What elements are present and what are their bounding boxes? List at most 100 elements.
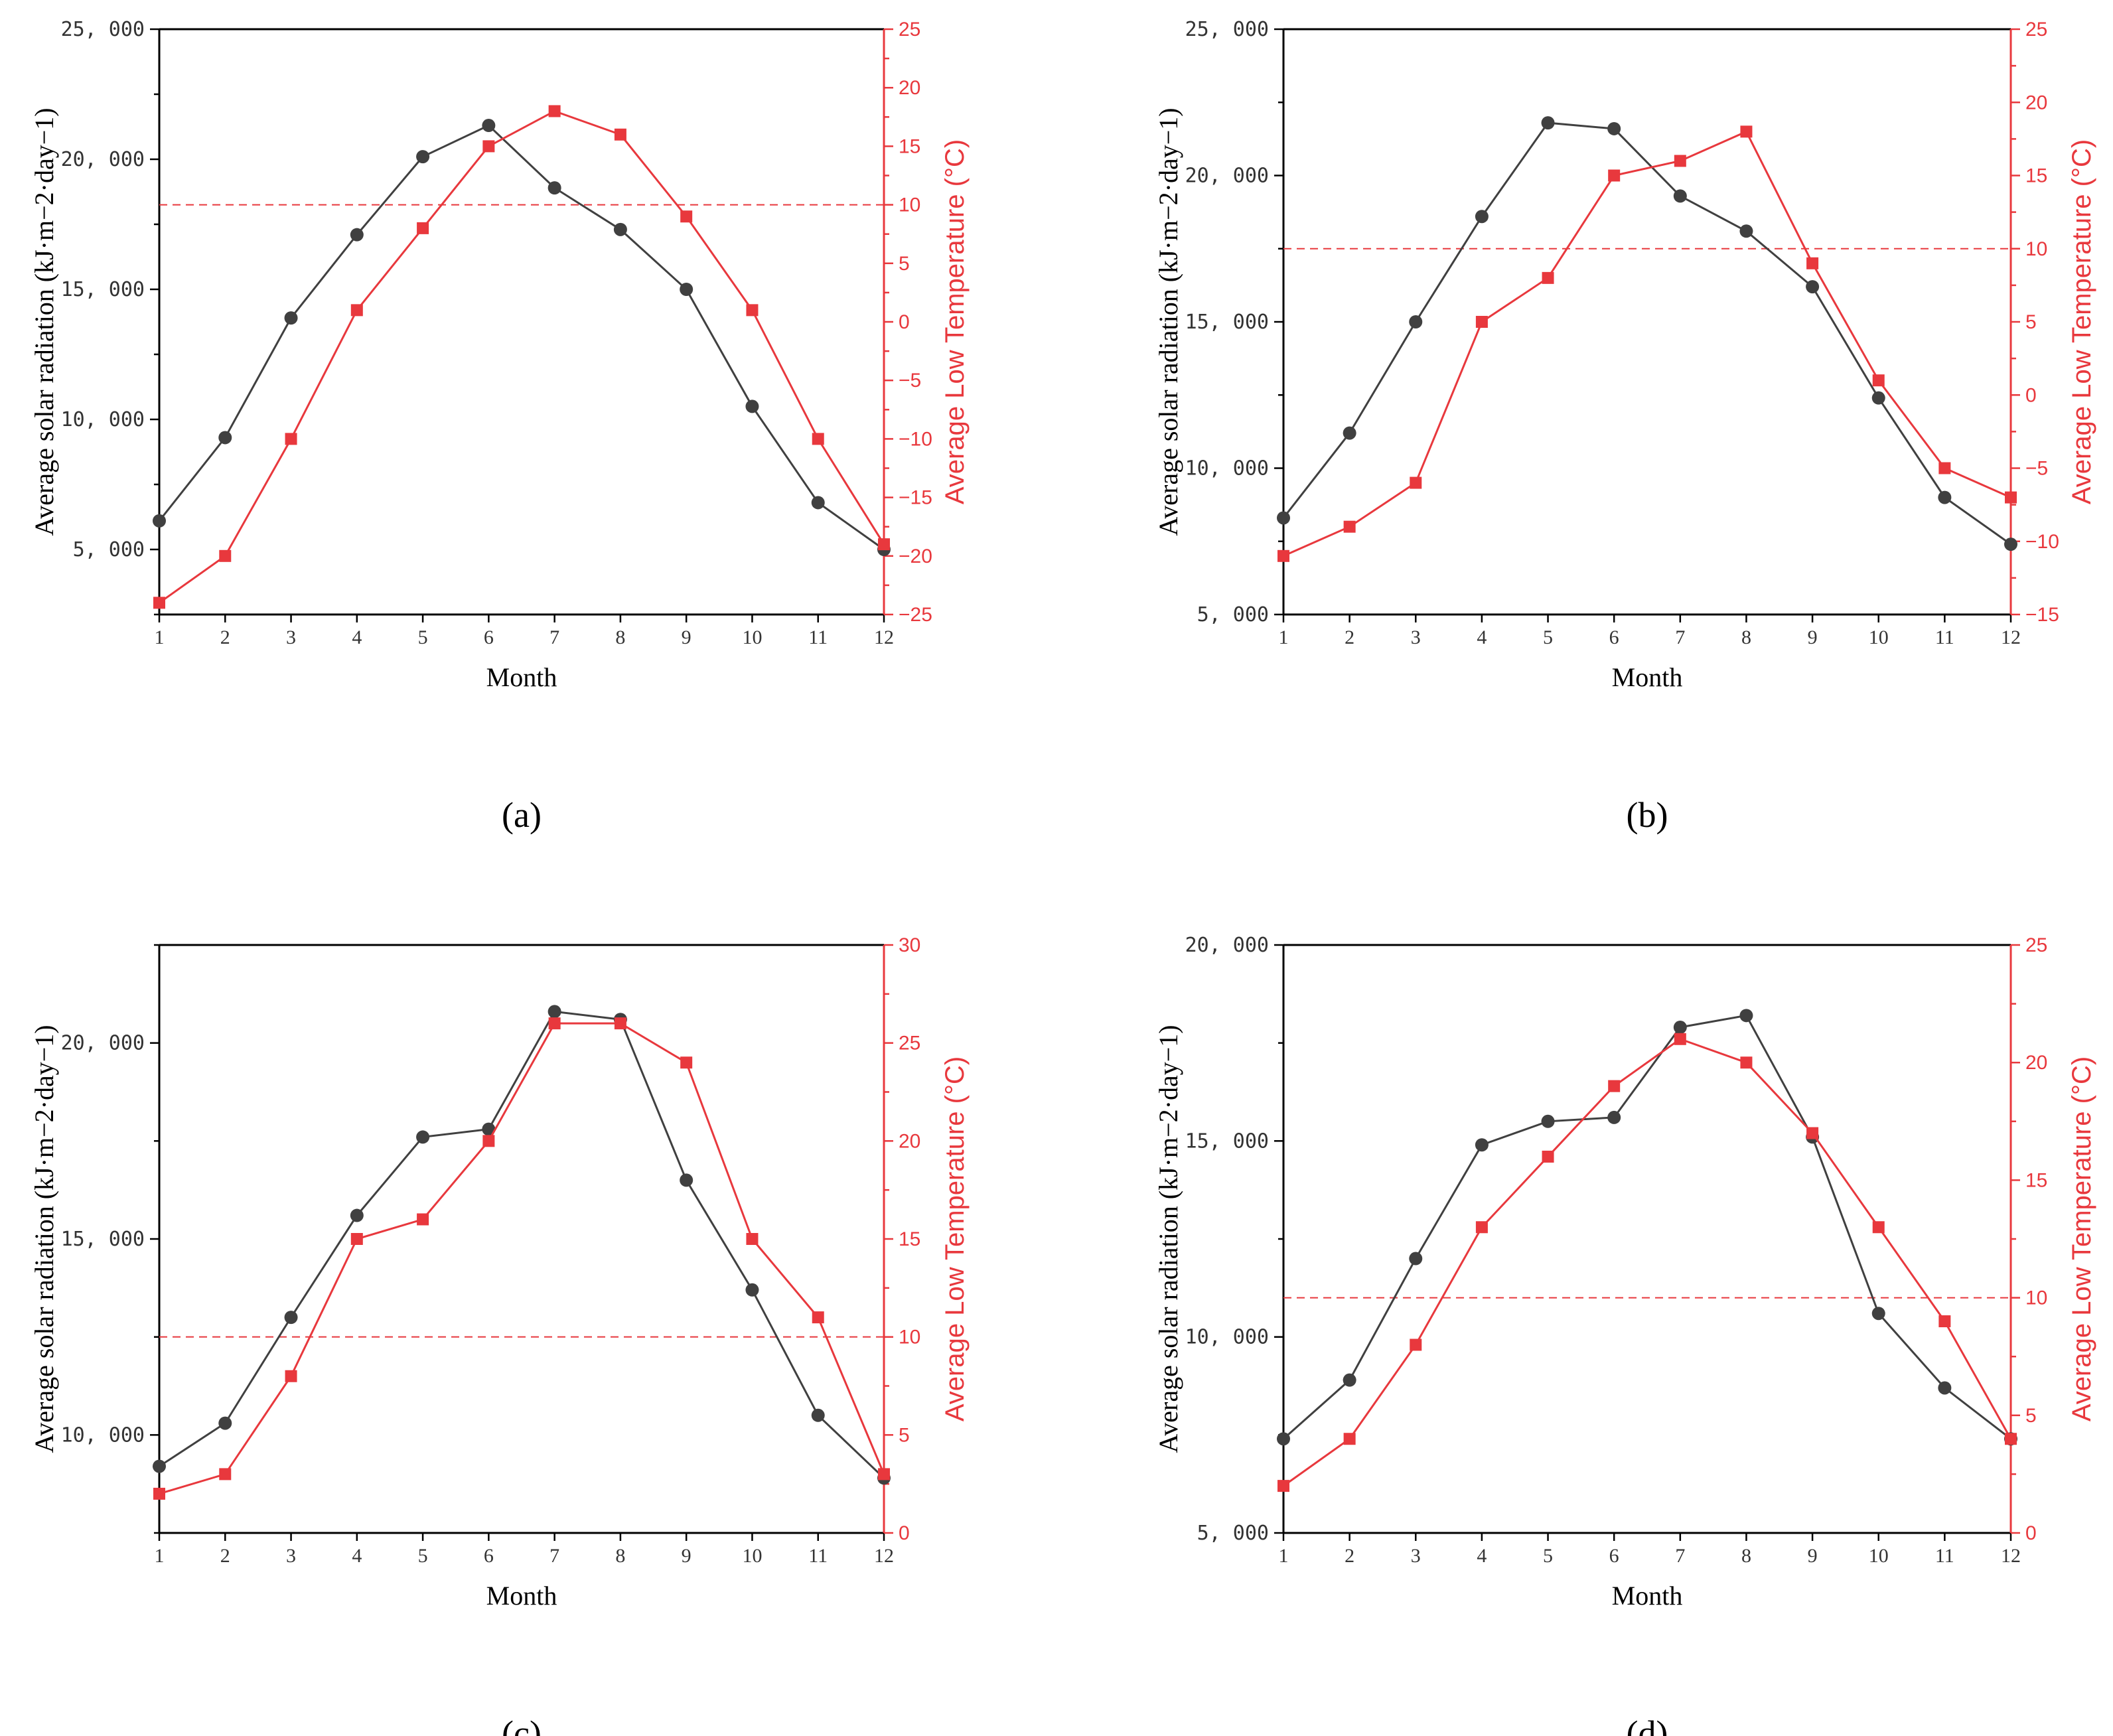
y2-tick-label: −15	[2025, 604, 2059, 626]
y-tick-label: 15, 000	[1185, 311, 1269, 334]
y2-tick-label: −25	[899, 604, 932, 626]
x-axis-label: Month	[486, 1581, 557, 1611]
y2-tick-label: −20	[899, 545, 932, 567]
radiation-point	[1409, 1252, 1423, 1266]
x-tick-label: 2	[220, 1545, 230, 1567]
panel-label: (b)	[1627, 795, 1668, 835]
temperature-point	[285, 433, 297, 445]
radiation-point	[1277, 1432, 1290, 1446]
temperature-point	[548, 1017, 561, 1030]
y-tick-label: 20, 000	[1185, 165, 1269, 188]
y-axis-label: Average solar radiation (kJ·m−2·day−1)	[1153, 1025, 1183, 1453]
radiation-point	[2004, 538, 2017, 551]
y-tick-label: 25, 000	[61, 18, 145, 41]
radiation-point	[547, 181, 561, 195]
temperature-point	[1740, 125, 1753, 138]
radiation-point	[1343, 1373, 1356, 1387]
y2-tick-label: 25	[899, 19, 920, 40]
temperature-point	[878, 538, 890, 551]
y2-tick-label: −10	[899, 428, 932, 450]
radiation-point	[1938, 1381, 1952, 1395]
temperature-point	[417, 1213, 429, 1226]
radiation-point	[1343, 426, 1356, 440]
y2-tick-label: 20	[2025, 92, 2047, 113]
y2-tick-label: 10	[2025, 1287, 2047, 1309]
radiation-point	[153, 1459, 166, 1473]
temperature-point	[680, 210, 693, 223]
x-tick-label: 5	[1543, 1545, 1553, 1567]
radiation-point	[1409, 315, 1423, 328]
y-tick-label: 5, 000	[1197, 1522, 1269, 1545]
y-tick-label: 5, 000	[73, 538, 145, 561]
temperature-point	[812, 433, 824, 445]
x-tick-label: 8	[615, 1545, 625, 1567]
temperature-point	[1674, 155, 1686, 167]
radiation-point	[811, 1408, 825, 1422]
y2-tick-label: 15	[899, 135, 920, 157]
x-tick-label: 6	[484, 1545, 494, 1567]
y-axis-label: Average solar radiation (kJ·m−2·day−1)	[1153, 108, 1183, 536]
x-tick-label: 2	[1345, 626, 1354, 648]
temperature-point	[680, 1056, 693, 1069]
temperature-point	[2005, 491, 2017, 504]
x-tick-label: 11	[808, 1545, 828, 1567]
y2-axis-label: Average Low Temperature (°C)	[2067, 1056, 2096, 1421]
radiation-point	[1739, 224, 1753, 238]
y-axis-label: Average solar radiation (kJ·m−2·day−1)	[29, 108, 59, 536]
radiation-point	[350, 228, 364, 242]
temperature-point	[878, 1468, 890, 1481]
x-tick-label: 12	[874, 626, 894, 648]
temperature-point	[1343, 520, 1356, 533]
temperature-point	[746, 1233, 759, 1245]
temperature-point	[1608, 169, 1621, 182]
y-tick-label: 5, 000	[1197, 603, 1269, 626]
temperature-point	[350, 1233, 363, 1245]
radiation-point	[547, 1005, 561, 1019]
temperature-point	[1542, 271, 1554, 284]
temperature-point	[1806, 257, 1819, 269]
radiation-point	[350, 1208, 364, 1222]
y-tick-label: 20, 000	[1185, 934, 1269, 957]
x-tick-label: 12	[2001, 626, 2021, 648]
x-tick-label: 3	[286, 626, 296, 648]
x-tick-label: 1	[155, 626, 165, 648]
y2-tick-label: 0	[899, 311, 910, 333]
temperature-line	[159, 1022, 885, 1495]
temperature-point	[548, 105, 561, 117]
x-tick-label: 9	[1808, 1545, 1818, 1567]
x-tick-label: 5	[418, 626, 428, 648]
y2-tick-label: 25	[2025, 934, 2047, 956]
x-tick-label: 12	[874, 1545, 894, 1567]
radiation-point	[1938, 490, 1952, 504]
radiation-point	[153, 514, 166, 528]
radiation-point	[218, 1416, 232, 1430]
y2-tick-label: 20	[899, 77, 920, 99]
x-tick-label: 1	[155, 1545, 165, 1567]
temperature-point	[1343, 1433, 1356, 1445]
x-tick-label: 11	[1935, 1545, 1954, 1567]
x-tick-label: 4	[1477, 626, 1487, 648]
x-tick-label: 8	[1741, 1545, 1751, 1567]
x-tick-label: 9	[1808, 626, 1818, 648]
x-tick-label: 7	[1675, 626, 1685, 648]
y2-tick-label: 5	[2025, 1405, 2037, 1427]
x-tick-label: 7	[1675, 1545, 1685, 1567]
x-tick-label: 6	[484, 626, 494, 648]
radiation-point	[284, 1311, 298, 1325]
radiation-point	[482, 1122, 496, 1136]
x-tick-label: 4	[1477, 1545, 1487, 1567]
x-tick-label: 9	[682, 626, 692, 648]
x-tick-label: 5	[418, 1545, 428, 1567]
y2-tick-label: 0	[2025, 1522, 2037, 1544]
radiation-point	[1277, 511, 1290, 525]
temperature-point	[1938, 1315, 1951, 1328]
y-axis-label: Average solar radiation (kJ·m−2·day−1)	[29, 1025, 59, 1453]
y2-tick-label: 10	[899, 1327, 920, 1348]
x-tick-label: 3	[1411, 626, 1421, 648]
y2-tick-label: 0	[899, 1522, 910, 1544]
x-tick-label: 6	[1609, 626, 1619, 648]
y2-tick-label: 30	[899, 934, 920, 956]
radiation-point	[1541, 116, 1555, 130]
x-tick-label: 3	[286, 1545, 296, 1567]
